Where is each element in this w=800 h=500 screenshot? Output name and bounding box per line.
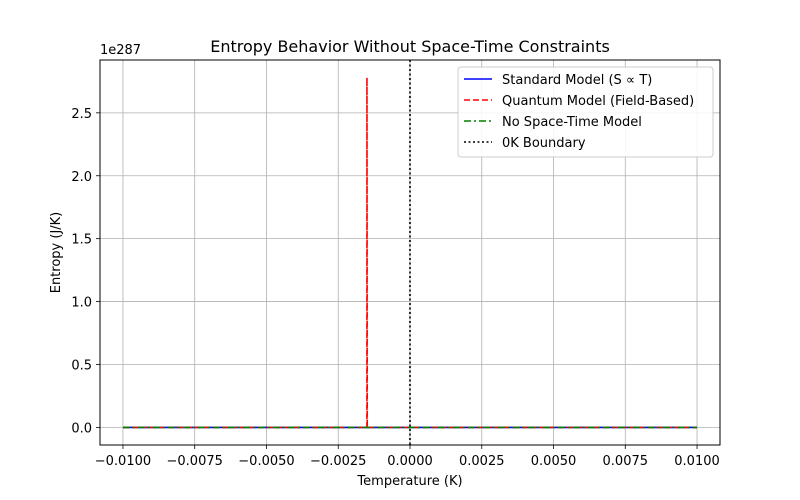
y-tick-label: 1.5 (71, 233, 92, 248)
legend-entry-label: Standard Model (S ∝ T) (502, 73, 652, 88)
x-tick-label: 0.0025 (459, 454, 505, 469)
x-tick-label: −0.0100 (95, 454, 151, 469)
y-tick-label: 1.0 (71, 296, 92, 311)
x-tick-label: 0.0075 (603, 454, 649, 469)
y-tick-label: 0.5 (71, 358, 92, 373)
x-tick-label: 0.0050 (531, 454, 577, 469)
legend-entry-label: Quantum Model (Field-Based) (502, 94, 694, 109)
x-axis-label: Temperature (K) (356, 474, 462, 489)
x-tick-label: −0.0025 (310, 454, 366, 469)
legend-box (457, 66, 714, 158)
x-tick-label: −0.0075 (167, 454, 223, 469)
series-layer (122, 60, 698, 445)
legend-entry-label: No Space-Time Model (502, 115, 642, 130)
y-tick-label: 2.5 (71, 107, 92, 122)
x-tick-label: 0.0100 (674, 454, 720, 469)
legend-entry-label: 0K Boundary (502, 136, 586, 151)
legend: Standard Model (S ∝ T) Quantum Model (Fie… (457, 66, 714, 158)
y-offset-label: 1e287 (100, 43, 141, 58)
tick-layer: −0.0100 −0.0075 −0.0050 −0.0025 0.0000 0.0025… (71, 107, 719, 469)
x-tick-label: 0.0000 (387, 454, 433, 469)
chart-title: Entropy Behavior Without Space-Time Cons… (210, 37, 610, 56)
y-axis-label: Entropy (J/K) (49, 212, 64, 294)
x-tick-label: −0.0050 (238, 454, 294, 469)
series-line-2 (122, 77, 698, 429)
y-tick-label: 2.0 (71, 170, 92, 185)
y-tick-label: 0.0 (71, 421, 92, 436)
